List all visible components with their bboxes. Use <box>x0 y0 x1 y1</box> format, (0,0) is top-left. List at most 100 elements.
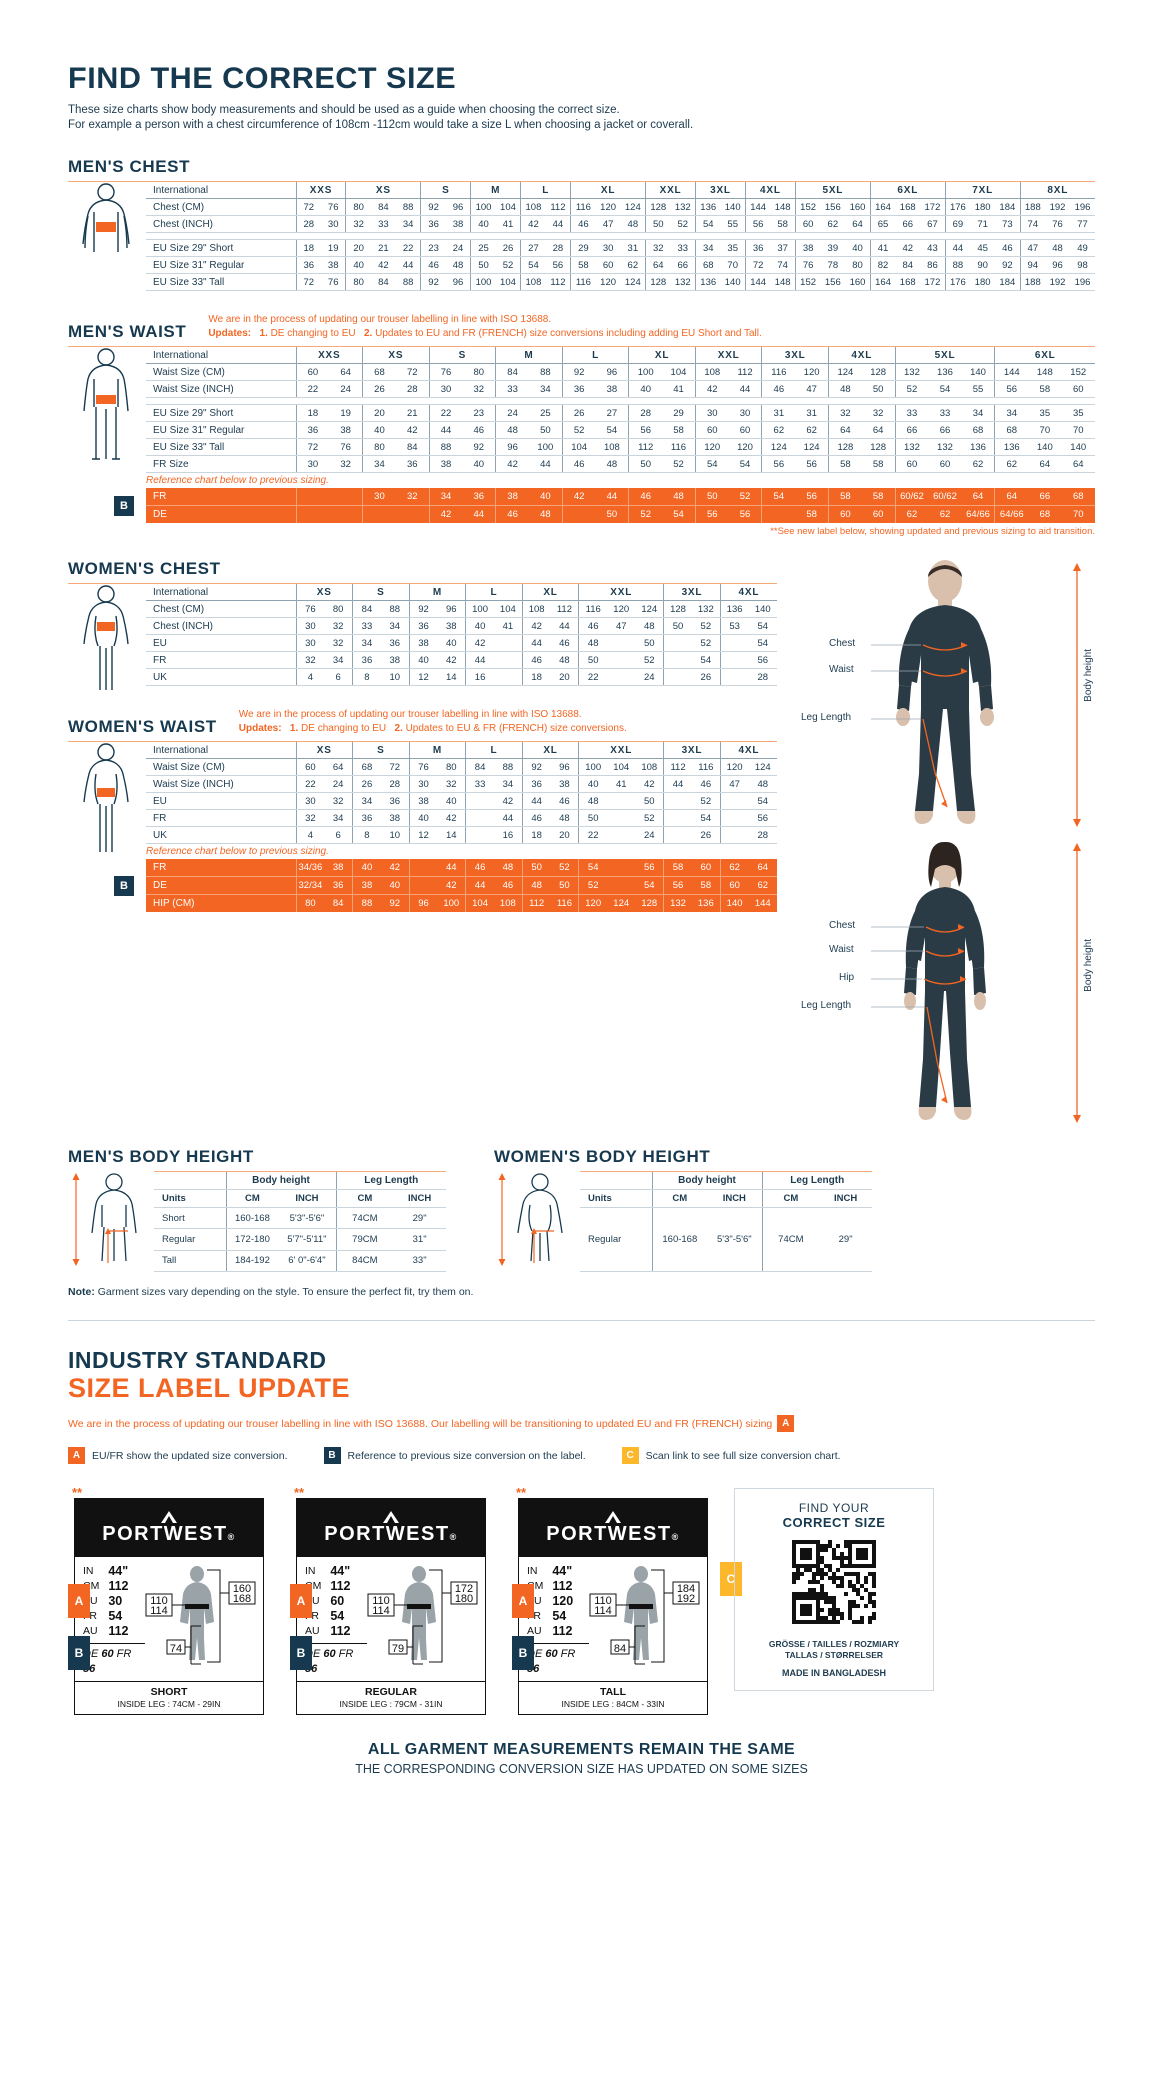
cell: 48 <box>550 809 579 827</box>
mens-body-height-table: Body height Leg Length Units CM INCH CM INCH S… <box>154 1171 446 1273</box>
cell: 32 <box>329 455 363 473</box>
womens-waist-body: Waist Size (CM) 60 64 68 72 76 80 84 88 92 96 100 10… <box>146 758 777 844</box>
box-left-bottom: 114 <box>594 1605 612 1617</box>
cell: 52 <box>635 809 664 827</box>
cell: 29 <box>662 404 696 422</box>
table-row: Short 160-168 5'3"-5'6" 74CM 29" <box>154 1207 446 1230</box>
size-col-header: 5XL <box>894 346 995 364</box>
cell: 56 <box>545 256 571 274</box>
body-height-row: MEN'S BODY HEIGHT <box>68 1147 1095 1273</box>
row-label: EU Size 31" Regular <box>146 256 296 274</box>
cell: 36 <box>352 809 381 827</box>
womens-chest-table: International XS S M L XL XXL 3XL 4XL Chest (CM… <box>146 583 777 686</box>
size-col-header: M <box>408 583 466 601</box>
cell: 128 <box>827 438 862 456</box>
cell: 38 <box>352 876 381 895</box>
cell: 41 <box>607 775 636 793</box>
size-col-header: 8XL <box>1019 181 1095 199</box>
cell: 72 <box>395 363 430 381</box>
male-torso-figure <box>68 181 146 291</box>
cell: 28 <box>628 404 663 422</box>
qr-card[interactable]: FIND YOUR CORRECT SIZE GRÖSSE / TAILLES … <box>734 1488 934 1691</box>
cell: 36 <box>324 876 353 895</box>
previous-sizing-row: FR 30 32 34 36 38 40 42 44 46 48 50 52 54 56 58 58 60/62 6… <box>146 488 1095 506</box>
inside-leg-text: INSIDE LEG : 84CM - 33IN <box>561 1699 665 1709</box>
qr-footer-1: GRÖSSE / TAILLES / ROZMIARY TALLAS / STØR… <box>768 1639 900 1660</box>
cell: 58 <box>770 215 796 233</box>
cell: 54 <box>673 509 684 520</box>
cell: 78 <box>820 256 846 274</box>
cell: 60 <box>295 758 325 776</box>
qr-code-icon[interactable] <box>745 1540 923 1629</box>
cell: 28 <box>545 239 571 257</box>
box-right-bottom: 192 <box>677 1593 695 1605</box>
size-col-header: 3XL <box>761 346 829 364</box>
cell <box>295 488 330 506</box>
cell: 86 <box>920 256 946 274</box>
cell: 124 <box>827 363 862 381</box>
cell: 66 <box>1028 488 1062 506</box>
code-value: 54 <box>330 1609 345 1623</box>
mens-body-height-title: MEN'S BODY HEIGHT <box>68 1147 254 1166</box>
cell: 64 <box>329 363 363 381</box>
cell: 38 <box>329 421 363 439</box>
womens-bh-head: Body height Leg Length Units CM INCH CM INCH <box>580 1171 872 1208</box>
cell: 50 <box>635 634 664 652</box>
cell: 144 <box>994 363 1029 381</box>
cell: 168 <box>895 273 921 291</box>
womens-waist-title: WOMEN'S WAIST <box>68 717 217 736</box>
cell: 30 <box>428 380 463 398</box>
cell: 30 <box>320 215 346 233</box>
womens-body-height-title: WOMEN'S BODY HEIGHT <box>494 1147 711 1166</box>
code-value: 54 <box>108 1609 123 1623</box>
label-diagram: 110 114 160 168 74 <box>145 1564 257 1677</box>
cell: 72 <box>380 758 410 776</box>
cell: 112 <box>550 600 579 618</box>
row-label: Chest (INCH) <box>146 215 296 233</box>
code-value: 112 <box>108 1579 129 1593</box>
cell: 34 <box>528 380 563 398</box>
table-row: EU Size 29" Short 18 19 20 21 22 23 24 25 26 27 28 2… <box>146 239 1095 257</box>
mens-waist-table: International XXS XS S M L XL XXL 3XL 4XL 5XL 6XL … <box>146 346 1095 473</box>
cell: 120 <box>595 273 621 291</box>
qr-line-1: FIND YOUR <box>798 1501 870 1515</box>
label-header: PORTWEST® <box>75 1499 263 1557</box>
row-label: FR Size <box>146 455 296 473</box>
cell: 44 <box>428 421 463 439</box>
cell: 40 <box>437 634 466 652</box>
cell: 132 <box>670 198 696 216</box>
cell: 124 <box>748 758 777 776</box>
code-value: 44" <box>108 1564 129 1578</box>
cell: 148 <box>770 273 796 291</box>
cell: 14 <box>437 826 466 844</box>
cell: 56 <box>994 380 1029 398</box>
table-row: Regular 160-168 5'3"-5'6" 74CM 29" <box>580 1207 872 1272</box>
brand-name: PORTWEST® <box>546 1522 680 1545</box>
table-row: Tall 184-192 6' 0"-6'4" 84CM 33" <box>154 1250 446 1273</box>
cell: 36 <box>295 421 330 439</box>
labels-row: ** PORTWEST® IN 44" CM 112 EU 30 FR 54 AU 112 DE … <box>68 1486 1095 1715</box>
cell <box>719 792 749 810</box>
cell: 46 <box>493 876 523 895</box>
cell: 38 <box>437 617 466 635</box>
box-right-top: 184 <box>677 1583 695 1595</box>
cell: 44 <box>473 509 485 520</box>
tag-c: C <box>720 1562 742 1596</box>
code-value: 44" <box>552 1564 573 1578</box>
cell: 46 <box>462 421 496 439</box>
cell: 96 <box>595 363 629 381</box>
cell <box>396 506 429 524</box>
cell: 116 <box>556 898 572 909</box>
legend-text: Scan link to see full size conversion ch… <box>645 1449 841 1462</box>
spacer-row <box>146 397 1095 405</box>
cell: 31 <box>795 404 829 422</box>
code-row: IN 44" <box>527 1564 573 1579</box>
previous-size-line: DE 60 FR 56 <box>83 1643 145 1677</box>
tag-b: B <box>68 1636 90 1670</box>
cell: 64 <box>961 488 995 506</box>
cell: 100 <box>470 273 496 291</box>
cell: 100 <box>578 758 608 776</box>
cell: 52 <box>691 634 721 652</box>
cell: 76 <box>408 758 438 776</box>
table-header-row: International XXS XS S M L XL XXL 3XL 4XL 5XL 6XL 7… <box>146 181 1095 199</box>
